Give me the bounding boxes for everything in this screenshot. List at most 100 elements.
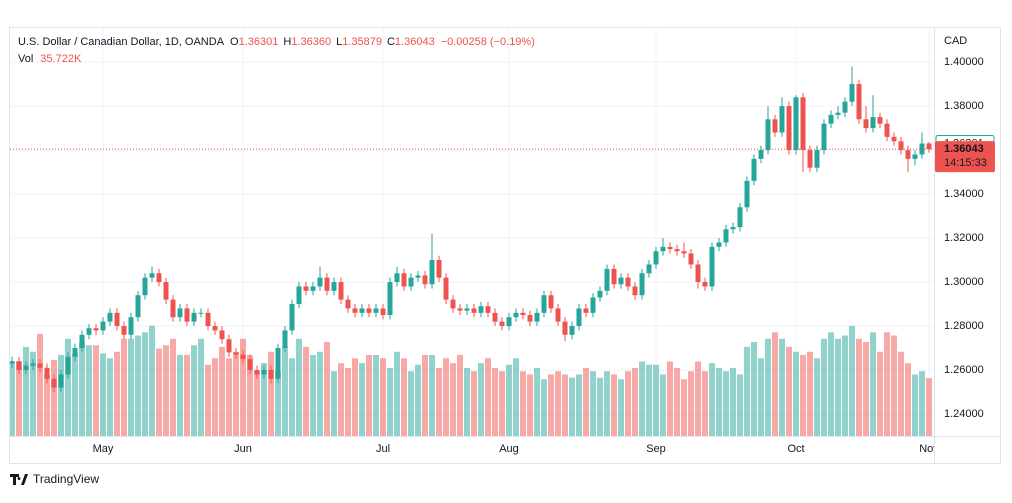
volume-bar [786, 346, 792, 436]
volume-bar [632, 367, 638, 436]
currency-label: CAD [944, 35, 967, 47]
volume-bar [128, 338, 134, 436]
candle-body [359, 308, 365, 313]
candle-body [10, 361, 15, 364]
close-label: C [387, 36, 395, 48]
candle-body [506, 317, 512, 327]
volume-label: Vol [18, 53, 33, 65]
volume-bar [576, 374, 582, 436]
candle-body [135, 295, 141, 318]
volume-bar [457, 355, 463, 436]
volume-bar [709, 363, 715, 436]
candle-body [72, 348, 78, 357]
volume-bar [674, 367, 680, 436]
candle-body [352, 308, 358, 313]
volume-bar [240, 338, 246, 436]
candle-body [597, 290, 603, 298]
candle-body [583, 308, 589, 313]
volume-bar [828, 332, 834, 436]
candle-body [905, 150, 911, 159]
candle-body [730, 227, 736, 230]
candle-body [226, 339, 232, 353]
candle-body [114, 312, 120, 327]
volume-bar [681, 379, 687, 436]
candle-body [191, 312, 197, 322]
volume-bar [233, 351, 239, 436]
candle-body [219, 330, 225, 340]
x-tick-label: Aug [499, 443, 519, 455]
volume-bar [772, 332, 778, 436]
volume-bar [821, 338, 827, 436]
candle-body [149, 273, 155, 278]
volume-bar [730, 367, 736, 436]
volume-bar [310, 355, 316, 436]
candle-body [93, 328, 99, 331]
volume-bar [884, 332, 890, 436]
volume-bar [527, 374, 533, 436]
candle-body [345, 299, 351, 309]
volume-bar [898, 351, 904, 436]
volume-bar [926, 378, 932, 436]
volume-bar [114, 351, 120, 436]
volume-bar [569, 377, 575, 436]
candle-body [884, 123, 890, 137]
candle-body [450, 299, 456, 309]
change-value: −0.00258 (−0.19%) [441, 36, 535, 48]
candle-body [821, 123, 827, 151]
volume-bar [870, 332, 876, 436]
volume-bar [583, 367, 589, 436]
open-label: O [230, 36, 239, 48]
volume-bar [905, 363, 911, 436]
volume-bar [555, 371, 561, 436]
candle-body [457, 308, 463, 311]
chart-header: U.S. Dollar / Canadian Dollar, 1D, OANDA… [18, 36, 535, 48]
candle-body [184, 308, 190, 322]
candle-body [422, 275, 428, 285]
volume-bar [597, 377, 603, 436]
last-price-tag [935, 141, 995, 173]
volume-bar [471, 371, 477, 436]
candle-body [254, 370, 260, 375]
x-tick-label: May [93, 443, 114, 455]
volume-bar [226, 358, 232, 436]
volume-bar [107, 358, 113, 436]
volume-bar [212, 358, 218, 436]
volume-bar [324, 342, 330, 436]
candle-body [590, 297, 596, 313]
volume-bar [163, 345, 169, 436]
volume-bar [625, 371, 631, 436]
volume-bar [408, 371, 414, 436]
candle-body [394, 273, 400, 283]
y-tick-label: 1.24000 [944, 408, 984, 420]
candle-body [275, 348, 281, 379]
candle-body [401, 273, 407, 287]
volume-bar [170, 338, 176, 436]
volume-bar [394, 351, 400, 436]
volume-bar [835, 338, 841, 436]
volume-bar [303, 346, 309, 436]
candle-body [156, 273, 162, 283]
volume-bar [856, 338, 862, 436]
candle-body [380, 308, 386, 316]
candle-body [51, 378, 57, 388]
candle-body [695, 264, 701, 283]
candle-body [485, 306, 491, 313]
volume-bar [149, 325, 155, 436]
volume-bar [863, 342, 869, 436]
volume-bar [541, 379, 547, 436]
volume-bar [219, 346, 225, 436]
volume-bar [842, 335, 848, 436]
candle-body [891, 136, 897, 142]
candle-body [604, 268, 610, 291]
volume-bar [401, 358, 407, 436]
y-tick-label: 1.28000 [944, 320, 984, 332]
candle-body [58, 374, 64, 388]
candle-body [324, 277, 330, 291]
candle-body [282, 330, 288, 349]
volume-bar [135, 335, 141, 436]
volume-bar [37, 333, 43, 436]
candle-body [408, 277, 414, 287]
open-value: 1.36301 [239, 36, 279, 48]
candle-body [429, 260, 435, 285]
